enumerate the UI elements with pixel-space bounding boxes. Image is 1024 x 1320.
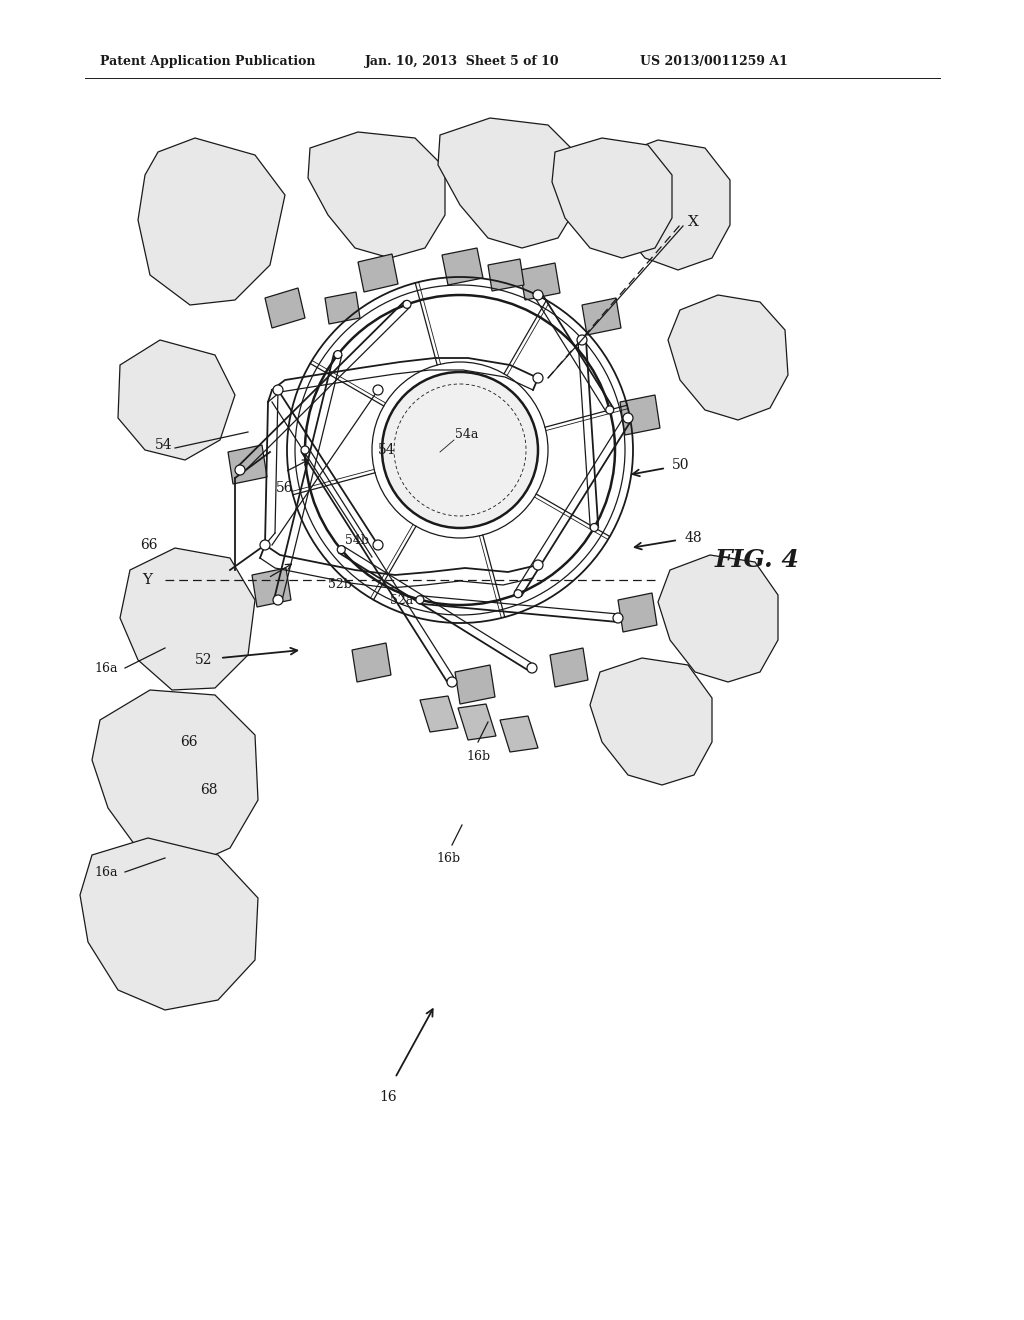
Polygon shape [80,838,258,1010]
Circle shape [447,677,457,686]
Polygon shape [120,548,255,690]
Polygon shape [550,648,588,686]
Circle shape [337,545,345,553]
Circle shape [527,663,537,673]
Text: 50: 50 [672,458,689,473]
Circle shape [534,560,543,570]
Text: US 2013/0011259 A1: US 2013/0011259 A1 [640,55,787,69]
Circle shape [534,374,543,383]
Polygon shape [358,253,398,292]
Polygon shape [352,643,391,682]
Text: 48: 48 [685,531,702,545]
Circle shape [373,540,383,550]
Polygon shape [92,690,258,869]
Circle shape [382,372,538,528]
Polygon shape [442,248,483,285]
Polygon shape [118,341,234,459]
Polygon shape [228,445,267,484]
Text: 66: 66 [140,539,158,552]
Text: 16: 16 [379,1090,397,1104]
Polygon shape [552,139,672,257]
Polygon shape [458,704,496,741]
Polygon shape [590,657,712,785]
Text: Jan. 10, 2013  Sheet 5 of 10: Jan. 10, 2013 Sheet 5 of 10 [365,55,560,69]
Text: 16b: 16b [436,851,460,865]
Text: 54b: 54b [345,533,369,546]
Polygon shape [488,259,524,290]
Circle shape [234,465,245,475]
Polygon shape [138,139,285,305]
Text: X: X [688,215,698,228]
Polygon shape [520,263,560,300]
Text: 52: 52 [195,653,212,667]
Polygon shape [500,715,538,752]
Circle shape [623,413,633,422]
Polygon shape [308,132,445,257]
Polygon shape [658,554,778,682]
Text: 54a: 54a [455,429,478,441]
Circle shape [260,540,270,550]
Polygon shape [582,298,621,335]
Circle shape [273,385,283,395]
Text: 16a: 16a [94,661,118,675]
Polygon shape [620,395,660,436]
Circle shape [606,405,613,414]
Text: 68: 68 [201,783,218,797]
Polygon shape [252,568,291,607]
Text: 54: 54 [155,438,172,451]
Text: 66: 66 [180,735,198,748]
Circle shape [590,524,598,532]
Circle shape [577,335,587,345]
Polygon shape [608,140,730,271]
Text: Patent Application Publication: Patent Application Publication [100,55,315,69]
Circle shape [403,301,411,309]
Text: 56: 56 [275,480,293,495]
Polygon shape [455,665,495,704]
Text: Y: Y [142,573,152,587]
Text: 16a: 16a [94,866,118,879]
Text: 52b: 52b [328,578,352,591]
Polygon shape [668,294,788,420]
Text: 52a: 52a [390,594,414,606]
Text: 16b: 16b [466,750,490,763]
Polygon shape [265,288,305,327]
Polygon shape [325,292,360,323]
Polygon shape [420,696,458,733]
Circle shape [373,385,383,395]
Circle shape [534,290,543,300]
Circle shape [613,612,623,623]
Polygon shape [618,593,657,632]
Circle shape [514,590,522,598]
Circle shape [301,446,309,454]
Text: 54: 54 [378,444,395,457]
Circle shape [334,351,342,359]
Text: FIG. 4: FIG. 4 [715,548,800,572]
Polygon shape [438,117,578,248]
Circle shape [416,595,424,603]
Circle shape [273,595,283,605]
